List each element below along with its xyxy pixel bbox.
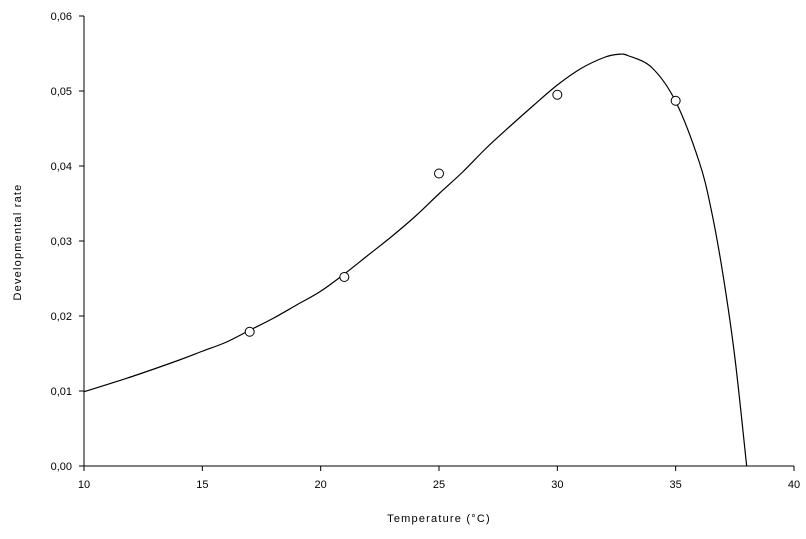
y-tick-label: 0,02 <box>51 311 72 323</box>
axes-layer: 0,00 0,01 0,02 0,03 0,04 0,05 0,06 10 15 20 25 30 35… <box>51 11 801 491</box>
data-point <box>434 168 444 179</box>
data-point <box>670 95 681 106</box>
y-tick-label: 0,00 <box>51 461 72 473</box>
y-tick-label: 0,05 <box>51 86 72 98</box>
y-axis-title: Developmental rate <box>12 184 24 301</box>
fitted-curve <box>83 53 748 467</box>
y-tick-label: 0,03 <box>51 236 72 248</box>
data-point <box>552 89 563 100</box>
x-tick-label: 10 <box>78 479 90 491</box>
data-point <box>244 326 255 337</box>
x-tick-label: 20 <box>315 479 327 491</box>
y-tick-label: 0,01 <box>51 386 72 398</box>
x-tick-label: 40 <box>788 479 800 491</box>
x-tick-label: 15 <box>196 479 208 491</box>
y-tick-label: 0,04 <box>51 161 72 173</box>
y-tick-label: 0,06 <box>51 11 72 23</box>
data-point <box>339 272 350 282</box>
x-tick-label: 25 <box>433 479 445 491</box>
curve-layer <box>83 53 748 467</box>
x-axis-title: Temperature (°C) <box>387 513 491 525</box>
points-layer <box>244 89 681 337</box>
x-tick-label: 35 <box>670 479 682 491</box>
x-tick-label: 30 <box>551 479 563 491</box>
